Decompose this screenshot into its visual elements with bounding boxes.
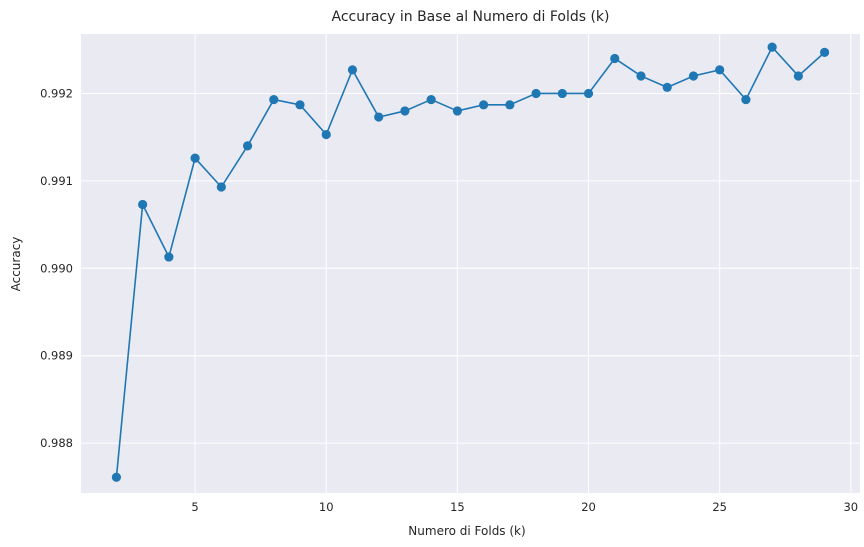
y-axis-label: Accuracy [9, 237, 23, 292]
x-axis-label: Numero di Folds (k) [408, 524, 525, 538]
x-tick-label: 30 [843, 500, 858, 514]
data-point [400, 106, 410, 116]
x-tick-label: 20 [581, 500, 596, 514]
data-point [242, 141, 253, 151]
data-point [636, 71, 646, 81]
chart-title: Accuracy in Base al Numero di Folds (k) [332, 9, 610, 25]
x-tick-label: 5 [191, 500, 198, 514]
x-tick-label: 25 [712, 500, 727, 514]
plot-area [81, 34, 860, 493]
series-line [115, 45, 826, 478]
data-point [819, 47, 830, 57]
data-point [269, 94, 279, 105]
data-point [531, 88, 541, 99]
y-tick-label: 0.991 [40, 174, 73, 188]
y-tick-label: 0.988 [40, 436, 73, 450]
data-point [741, 94, 751, 105]
data-point [321, 129, 331, 140]
data-point [583, 88, 594, 99]
data-point [138, 199, 148, 210]
data-point [374, 112, 384, 122]
data-point [715, 65, 725, 75]
data-point [557, 88, 567, 99]
data-point [347, 65, 358, 75]
x-axis-ticks: 5 10 15 20 25 30 [191, 500, 858, 514]
x-tick-label: 15 [450, 500, 465, 514]
data-point [111, 472, 122, 482]
y-tick-label: 0.989 [40, 349, 73, 363]
data-point [295, 100, 305, 110]
data-point [793, 71, 803, 81]
data-point [216, 182, 226, 192]
y-tick-label: 0.992 [40, 86, 73, 100]
data-point [767, 42, 777, 52]
data-point [190, 153, 200, 163]
data-point [479, 100, 489, 110]
data-point [426, 94, 436, 105]
series-accuracy [111, 42, 830, 482]
x-tick-label: 10 [319, 500, 334, 514]
data-point [164, 252, 174, 262]
y-tick-label: 0.990 [40, 261, 73, 275]
data-point [688, 71, 699, 81]
y-axis-ticks: 0.988 0.989 0.990 0.991 0.992 [40, 86, 73, 450]
data-point [610, 53, 620, 64]
data-point [505, 100, 515, 110]
data-point [662, 82, 672, 92]
data-point [452, 106, 462, 116]
